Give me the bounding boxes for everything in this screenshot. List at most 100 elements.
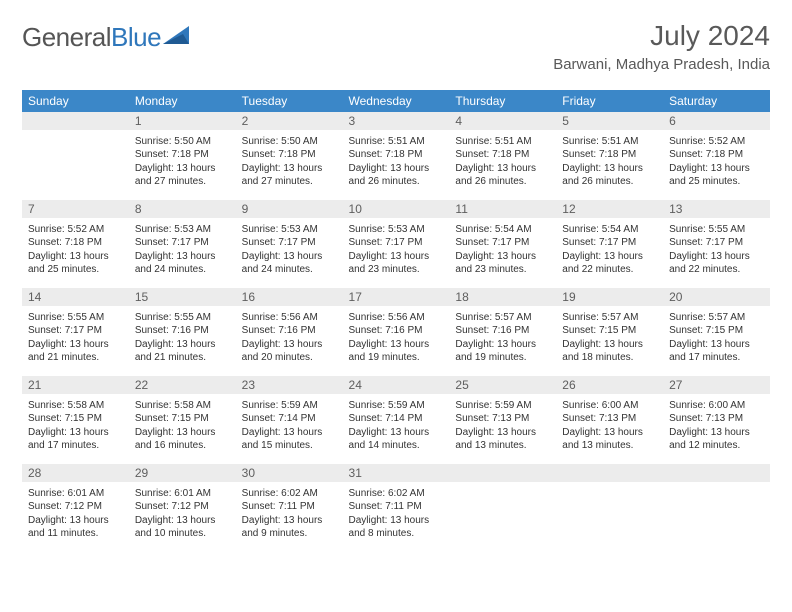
sunrise-text: Sunrise: 5:53 AM xyxy=(135,223,230,237)
day-detail-cell: Sunrise: 5:50 AMSunset: 7:18 PMDaylight:… xyxy=(129,130,236,200)
daylight-text: Daylight: 13 hours and 14 minutes. xyxy=(349,426,444,453)
weekday-header: Friday xyxy=(556,90,663,112)
day-number-cell: 12 xyxy=(556,200,663,218)
brand-logo: GeneralBlue xyxy=(22,22,193,53)
day-number-cell: 31 xyxy=(343,464,450,482)
sunrise-text: Sunrise: 5:50 AM xyxy=(135,135,230,149)
day-detail-cell: Sunrise: 5:57 AMSunset: 7:15 PMDaylight:… xyxy=(663,306,770,376)
daylight-text: Daylight: 13 hours and 25 minutes. xyxy=(28,250,123,277)
day-number-cell xyxy=(556,464,663,482)
daylight-text: Daylight: 13 hours and 24 minutes. xyxy=(242,250,337,277)
day-number-cell: 13 xyxy=(663,200,770,218)
daylight-text: Daylight: 13 hours and 21 minutes. xyxy=(28,338,123,365)
daylight-text: Daylight: 13 hours and 8 minutes. xyxy=(349,514,444,541)
day-number-cell: 29 xyxy=(129,464,236,482)
day-number-cell: 23 xyxy=(236,376,343,394)
sunset-text: Sunset: 7:18 PM xyxy=(28,236,123,250)
calendar-table: Sunday Monday Tuesday Wednesday Thursday… xyxy=(22,90,770,552)
sunset-text: Sunset: 7:13 PM xyxy=(455,412,550,426)
sunrise-text: Sunrise: 5:50 AM xyxy=(242,135,337,149)
sunrise-text: Sunrise: 5:55 AM xyxy=(28,311,123,325)
day-detail-cell xyxy=(449,482,556,552)
sunset-text: Sunset: 7:12 PM xyxy=(28,500,123,514)
day-detail-cell: Sunrise: 5:50 AMSunset: 7:18 PMDaylight:… xyxy=(236,130,343,200)
day-number-cell: 3 xyxy=(343,112,450,130)
sunset-text: Sunset: 7:11 PM xyxy=(242,500,337,514)
daylight-text: Daylight: 13 hours and 11 minutes. xyxy=(28,514,123,541)
sunrise-text: Sunrise: 6:00 AM xyxy=(669,399,764,413)
day-number-cell: 4 xyxy=(449,112,556,130)
day-detail-cell: Sunrise: 5:57 AMSunset: 7:16 PMDaylight:… xyxy=(449,306,556,376)
day-detail-cell: Sunrise: 5:58 AMSunset: 7:15 PMDaylight:… xyxy=(22,394,129,464)
day-detail-cell: Sunrise: 5:51 AMSunset: 7:18 PMDaylight:… xyxy=(343,130,450,200)
sunrise-text: Sunrise: 5:54 AM xyxy=(562,223,657,237)
sunset-text: Sunset: 7:13 PM xyxy=(669,412,764,426)
daylight-text: Daylight: 13 hours and 26 minutes. xyxy=(455,162,550,189)
title-block: July 2024 Barwani, Madhya Pradesh, India xyxy=(553,20,770,73)
sunrise-text: Sunrise: 5:55 AM xyxy=(135,311,230,325)
sunrise-text: Sunrise: 5:51 AM xyxy=(455,135,550,149)
sunset-text: Sunset: 7:16 PM xyxy=(455,324,550,338)
sunrise-text: Sunrise: 6:01 AM xyxy=(28,487,123,501)
sunrise-text: Sunrise: 5:57 AM xyxy=(455,311,550,325)
weekday-header: Monday xyxy=(129,90,236,112)
day-detail-cell: Sunrise: 6:01 AMSunset: 7:12 PMDaylight:… xyxy=(129,482,236,552)
weekday-header: Thursday xyxy=(449,90,556,112)
location-label: Barwani, Madhya Pradesh, India xyxy=(553,56,770,73)
daylight-text: Daylight: 13 hours and 25 minutes. xyxy=(669,162,764,189)
sunset-text: Sunset: 7:15 PM xyxy=(562,324,657,338)
day-detail-cell: Sunrise: 6:02 AMSunset: 7:11 PMDaylight:… xyxy=(343,482,450,552)
sunset-text: Sunset: 7:18 PM xyxy=(455,148,550,162)
day-detail-row: Sunrise: 5:50 AMSunset: 7:18 PMDaylight:… xyxy=(22,130,770,200)
daylight-text: Daylight: 13 hours and 17 minutes. xyxy=(669,338,764,365)
day-number-cell: 22 xyxy=(129,376,236,394)
day-number-row: 28293031 xyxy=(22,464,770,482)
sunrise-text: Sunrise: 5:56 AM xyxy=(349,311,444,325)
daylight-text: Daylight: 13 hours and 15 minutes. xyxy=(242,426,337,453)
weekday-header: Tuesday xyxy=(236,90,343,112)
sunset-text: Sunset: 7:13 PM xyxy=(562,412,657,426)
sunset-text: Sunset: 7:18 PM xyxy=(349,148,444,162)
day-number-cell: 26 xyxy=(556,376,663,394)
day-number-cell: 24 xyxy=(343,376,450,394)
sunrise-text: Sunrise: 6:01 AM xyxy=(135,487,230,501)
day-detail-cell: Sunrise: 5:57 AMSunset: 7:15 PMDaylight:… xyxy=(556,306,663,376)
sunrise-text: Sunrise: 5:59 AM xyxy=(242,399,337,413)
day-detail-cell: Sunrise: 5:53 AMSunset: 7:17 PMDaylight:… xyxy=(343,218,450,288)
brand-part2: Blue xyxy=(111,22,161,52)
day-detail-row: Sunrise: 5:52 AMSunset: 7:18 PMDaylight:… xyxy=(22,218,770,288)
day-number-cell: 2 xyxy=(236,112,343,130)
sunset-text: Sunset: 7:12 PM xyxy=(135,500,230,514)
day-number-cell: 8 xyxy=(129,200,236,218)
day-detail-cell: Sunrise: 5:55 AMSunset: 7:16 PMDaylight:… xyxy=(129,306,236,376)
sunrise-text: Sunrise: 5:55 AM xyxy=(669,223,764,237)
day-number-row: 14151617181920 xyxy=(22,288,770,306)
day-detail-cell xyxy=(663,482,770,552)
day-number-cell: 20 xyxy=(663,288,770,306)
day-detail-cell: Sunrise: 6:00 AMSunset: 7:13 PMDaylight:… xyxy=(556,394,663,464)
sunset-text: Sunset: 7:14 PM xyxy=(349,412,444,426)
day-number-cell: 21 xyxy=(22,376,129,394)
day-detail-cell: Sunrise: 6:00 AMSunset: 7:13 PMDaylight:… xyxy=(663,394,770,464)
daylight-text: Daylight: 13 hours and 17 minutes. xyxy=(28,426,123,453)
daylight-text: Daylight: 13 hours and 13 minutes. xyxy=(455,426,550,453)
day-number-cell: 27 xyxy=(663,376,770,394)
daylight-text: Daylight: 13 hours and 27 minutes. xyxy=(135,162,230,189)
day-detail-row: Sunrise: 5:55 AMSunset: 7:17 PMDaylight:… xyxy=(22,306,770,376)
day-number-cell: 16 xyxy=(236,288,343,306)
day-detail-cell: Sunrise: 5:56 AMSunset: 7:16 PMDaylight:… xyxy=(343,306,450,376)
brand-triangle-icon xyxy=(163,26,193,53)
day-number-cell: 10 xyxy=(343,200,450,218)
daylight-text: Daylight: 13 hours and 10 minutes. xyxy=(135,514,230,541)
sunset-text: Sunset: 7:18 PM xyxy=(669,148,764,162)
day-number-cell: 11 xyxy=(449,200,556,218)
day-detail-row: Sunrise: 5:58 AMSunset: 7:15 PMDaylight:… xyxy=(22,394,770,464)
day-number-cell: 18 xyxy=(449,288,556,306)
sunset-text: Sunset: 7:15 PM xyxy=(669,324,764,338)
day-number-cell: 25 xyxy=(449,376,556,394)
day-detail-cell: Sunrise: 5:53 AMSunset: 7:17 PMDaylight:… xyxy=(236,218,343,288)
day-number-row: 123456 xyxy=(22,112,770,130)
day-detail-cell: Sunrise: 5:52 AMSunset: 7:18 PMDaylight:… xyxy=(22,218,129,288)
sunset-text: Sunset: 7:15 PM xyxy=(135,412,230,426)
daylight-text: Daylight: 13 hours and 19 minutes. xyxy=(349,338,444,365)
